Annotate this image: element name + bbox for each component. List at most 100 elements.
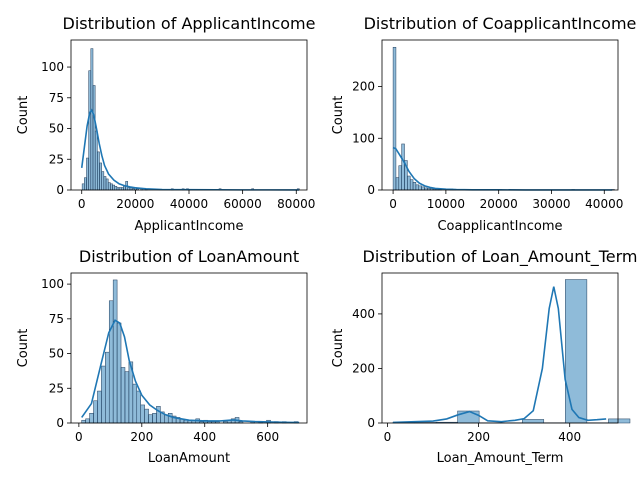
y-tick-label: 0 <box>56 183 64 197</box>
y-axis-label: Count <box>16 329 31 368</box>
x-tick-label: 30000 <box>532 197 570 211</box>
y-tick-label: 75 <box>49 312 64 326</box>
histogram-bar <box>409 179 414 191</box>
histogram-bar <box>144 408 149 424</box>
histogram-bar <box>421 186 425 191</box>
histogram-bar <box>88 70 92 191</box>
histogram-bar <box>398 165 402 191</box>
y-tick-label: 100 <box>41 60 64 74</box>
x-tick-label: 200 <box>130 430 153 444</box>
y-tick-label: 0 <box>56 416 64 430</box>
histogram-bar <box>101 171 105 191</box>
histogram-bar <box>112 279 118 424</box>
y-tick-label: 200 <box>352 361 375 375</box>
y-tick-label: 200 <box>352 80 375 94</box>
x-tick-label: 200 <box>467 430 490 444</box>
x-tick-label: 0 <box>384 430 392 444</box>
y-tick-label: 100 <box>41 277 64 291</box>
axes-frame <box>381 39 619 191</box>
histogram-bar <box>81 183 85 191</box>
histogram-bar <box>120 367 126 424</box>
x-tick-label: 0 <box>389 197 397 211</box>
x-axis-label: LoanAmount <box>148 451 230 466</box>
histogram-bar <box>81 419 86 424</box>
y-tick-label: 100 <box>352 131 375 145</box>
histogram-bar <box>84 177 87 191</box>
histogram-bar <box>608 418 631 424</box>
y-axis-label: Count <box>331 96 346 135</box>
x-tick-label: 600 <box>256 430 279 444</box>
histogram-bar <box>415 184 419 191</box>
histogram-bar <box>105 178 109 191</box>
histogram-bar <box>97 390 102 424</box>
x-tick-label: 80000 <box>277 197 315 211</box>
axes-frame <box>70 272 308 424</box>
kde-curve <box>81 319 300 424</box>
y-tick-label: 25 <box>49 152 64 166</box>
x-axis-label: CoapplicantIncome <box>437 219 562 234</box>
histogram-bar <box>110 183 113 191</box>
histogram-bar <box>392 46 397 191</box>
kde-curve <box>392 286 607 424</box>
histogram-bar <box>412 181 417 191</box>
histogram-bar <box>124 371 130 424</box>
histogram-bar <box>101 365 106 424</box>
y-tick-label: 0 <box>367 416 375 430</box>
x-tick-label: 0 <box>75 430 83 444</box>
coapplicant-income-chart: 0 10000 20000 30000 40000 0 100 200 Distribution… <box>331 14 636 234</box>
histogram-bar <box>418 185 422 191</box>
histogram-bar <box>401 143 405 191</box>
histogram-bar <box>85 418 90 424</box>
y-tick-label: 25 <box>49 381 64 395</box>
y-tick-label: 0 <box>367 183 375 197</box>
x-tick-label: 20000 <box>116 197 154 211</box>
histogram-bar <box>107 182 111 191</box>
histogram-bar <box>92 85 96 191</box>
histogram-bar <box>97 151 100 191</box>
histogram-bar <box>103 176 107 191</box>
histogram-bar <box>457 410 480 424</box>
x-tick-label: 10000 <box>427 197 465 211</box>
chart-title: Distribution of LoanAmount <box>79 247 299 266</box>
x-axis-label: ApplicantIncome <box>135 219 244 234</box>
histogram-bar <box>395 177 400 191</box>
x-tick-label: 40000 <box>170 197 208 211</box>
chart-title: Distribution of ApplicantIncome <box>63 14 316 33</box>
histogram-bar <box>114 186 118 191</box>
loan-amount-term-chart: 0 200 400 0 200 400 Distribution of Loan_Amoun… <box>331 247 637 466</box>
x-tick-label: 400 <box>193 430 216 444</box>
x-tick-label: 0 <box>78 197 86 211</box>
histogram-bar <box>105 351 110 424</box>
histogram-bar <box>167 413 173 424</box>
histogram-bar <box>140 404 145 424</box>
x-tick-label: 40000 <box>585 197 623 211</box>
y-tick-label: 50 <box>49 122 64 136</box>
histogram-bar <box>90 48 94 191</box>
chart-title: Distribution of Loan_Amount_Term <box>363 247 638 267</box>
histogram-bar <box>86 157 89 191</box>
applicant-income-chart: 0 20000 40000 60000 80000 0 25 50 75 100 Distribut… <box>16 14 315 234</box>
x-tick-label: 20000 <box>480 197 518 211</box>
histogram-bar <box>94 130 98 191</box>
x-axis-label: Loan_Amount_Term <box>437 451 564 466</box>
histogram-bar <box>148 414 153 424</box>
histogram-bar <box>521 419 545 424</box>
histogram-bar <box>108 300 114 424</box>
histogram-bar <box>136 390 141 424</box>
histogram-bar <box>89 413 94 424</box>
y-axis-label: Count <box>16 96 31 135</box>
x-tick-label: 400 <box>558 430 581 444</box>
histogram-bar <box>565 279 588 424</box>
y-tick-label: 75 <box>49 91 64 105</box>
y-tick-label: 50 <box>49 347 64 361</box>
y-tick-label: 400 <box>352 307 375 321</box>
x-tick-label: 60000 <box>224 197 262 211</box>
histogram-bar <box>93 400 98 424</box>
histogram-bar <box>123 186 126 191</box>
histogram-bar <box>116 322 122 424</box>
y-axis-label: Count <box>331 329 346 368</box>
chart-title: Distribution of CoapplicantIncome <box>364 14 637 33</box>
loan-amount-chart: 0 200 400 600 0 25 50 75 100 Distribution of Loan… <box>16 247 308 466</box>
histogram-bar <box>99 162 102 191</box>
